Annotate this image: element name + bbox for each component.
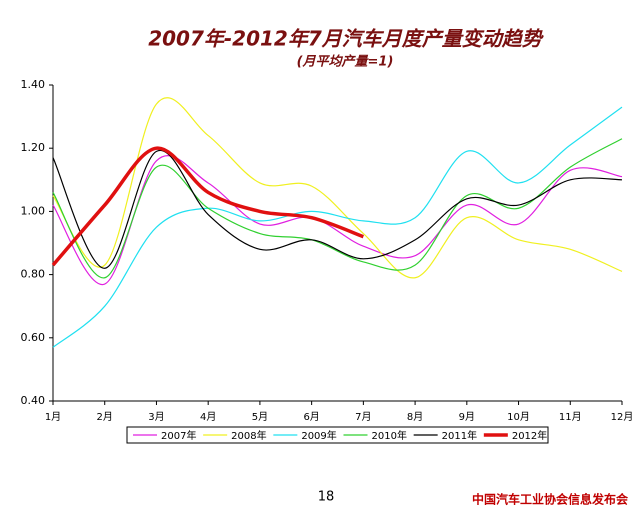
- legend-label: 2012年: [512, 429, 547, 442]
- x-tick-label: 8月: [407, 411, 423, 423]
- y-tick-label: 1.40: [21, 78, 46, 91]
- footer: 中国汽车工业协会信息发布会: [472, 492, 629, 507]
- x-tick-label: 1月: [45, 411, 61, 423]
- y-tick-label: 0.40: [21, 394, 46, 407]
- chart-title: 2007年-2012年7月汽车月度产量变动趋势: [148, 27, 545, 51]
- x-tick-label: 9月: [459, 411, 475, 423]
- y-tick-label: 0.60: [21, 331, 46, 344]
- legend-box: [126, 426, 549, 444]
- series-line: [52, 149, 623, 269]
- legend-label: 2010年: [372, 429, 407, 442]
- series-line: [52, 97, 623, 279]
- x-tick-label: 12月: [611, 411, 634, 423]
- x-tick-label: 5月: [252, 411, 268, 423]
- x-tick-label: 4月: [200, 411, 216, 423]
- x-tick-label: 3月: [148, 411, 164, 423]
- series-line: [52, 138, 623, 279]
- chart-subtitle: (月平均产量=1): [297, 54, 394, 70]
- x-tick-label: 2月: [97, 411, 113, 423]
- series-line: [51, 146, 364, 267]
- y-tick-label: 1.00: [21, 204, 46, 217]
- x-tick-label: 6月: [303, 411, 319, 423]
- y-tick-label: 1.20: [21, 141, 46, 154]
- y-tick-label: 0.80: [21, 268, 46, 281]
- legend-label: 2011年: [442, 429, 477, 442]
- legend-label: 2007年: [161, 429, 196, 442]
- page-number: 18: [318, 490, 335, 505]
- x-tick-label: 11月: [559, 411, 582, 423]
- x-tick-label: 7月: [355, 411, 371, 423]
- legend-label: 2009年: [301, 429, 336, 442]
- legend-label: 2008年: [231, 429, 266, 442]
- series-line: [52, 106, 623, 348]
- x-tick-label: 10月: [507, 411, 530, 423]
